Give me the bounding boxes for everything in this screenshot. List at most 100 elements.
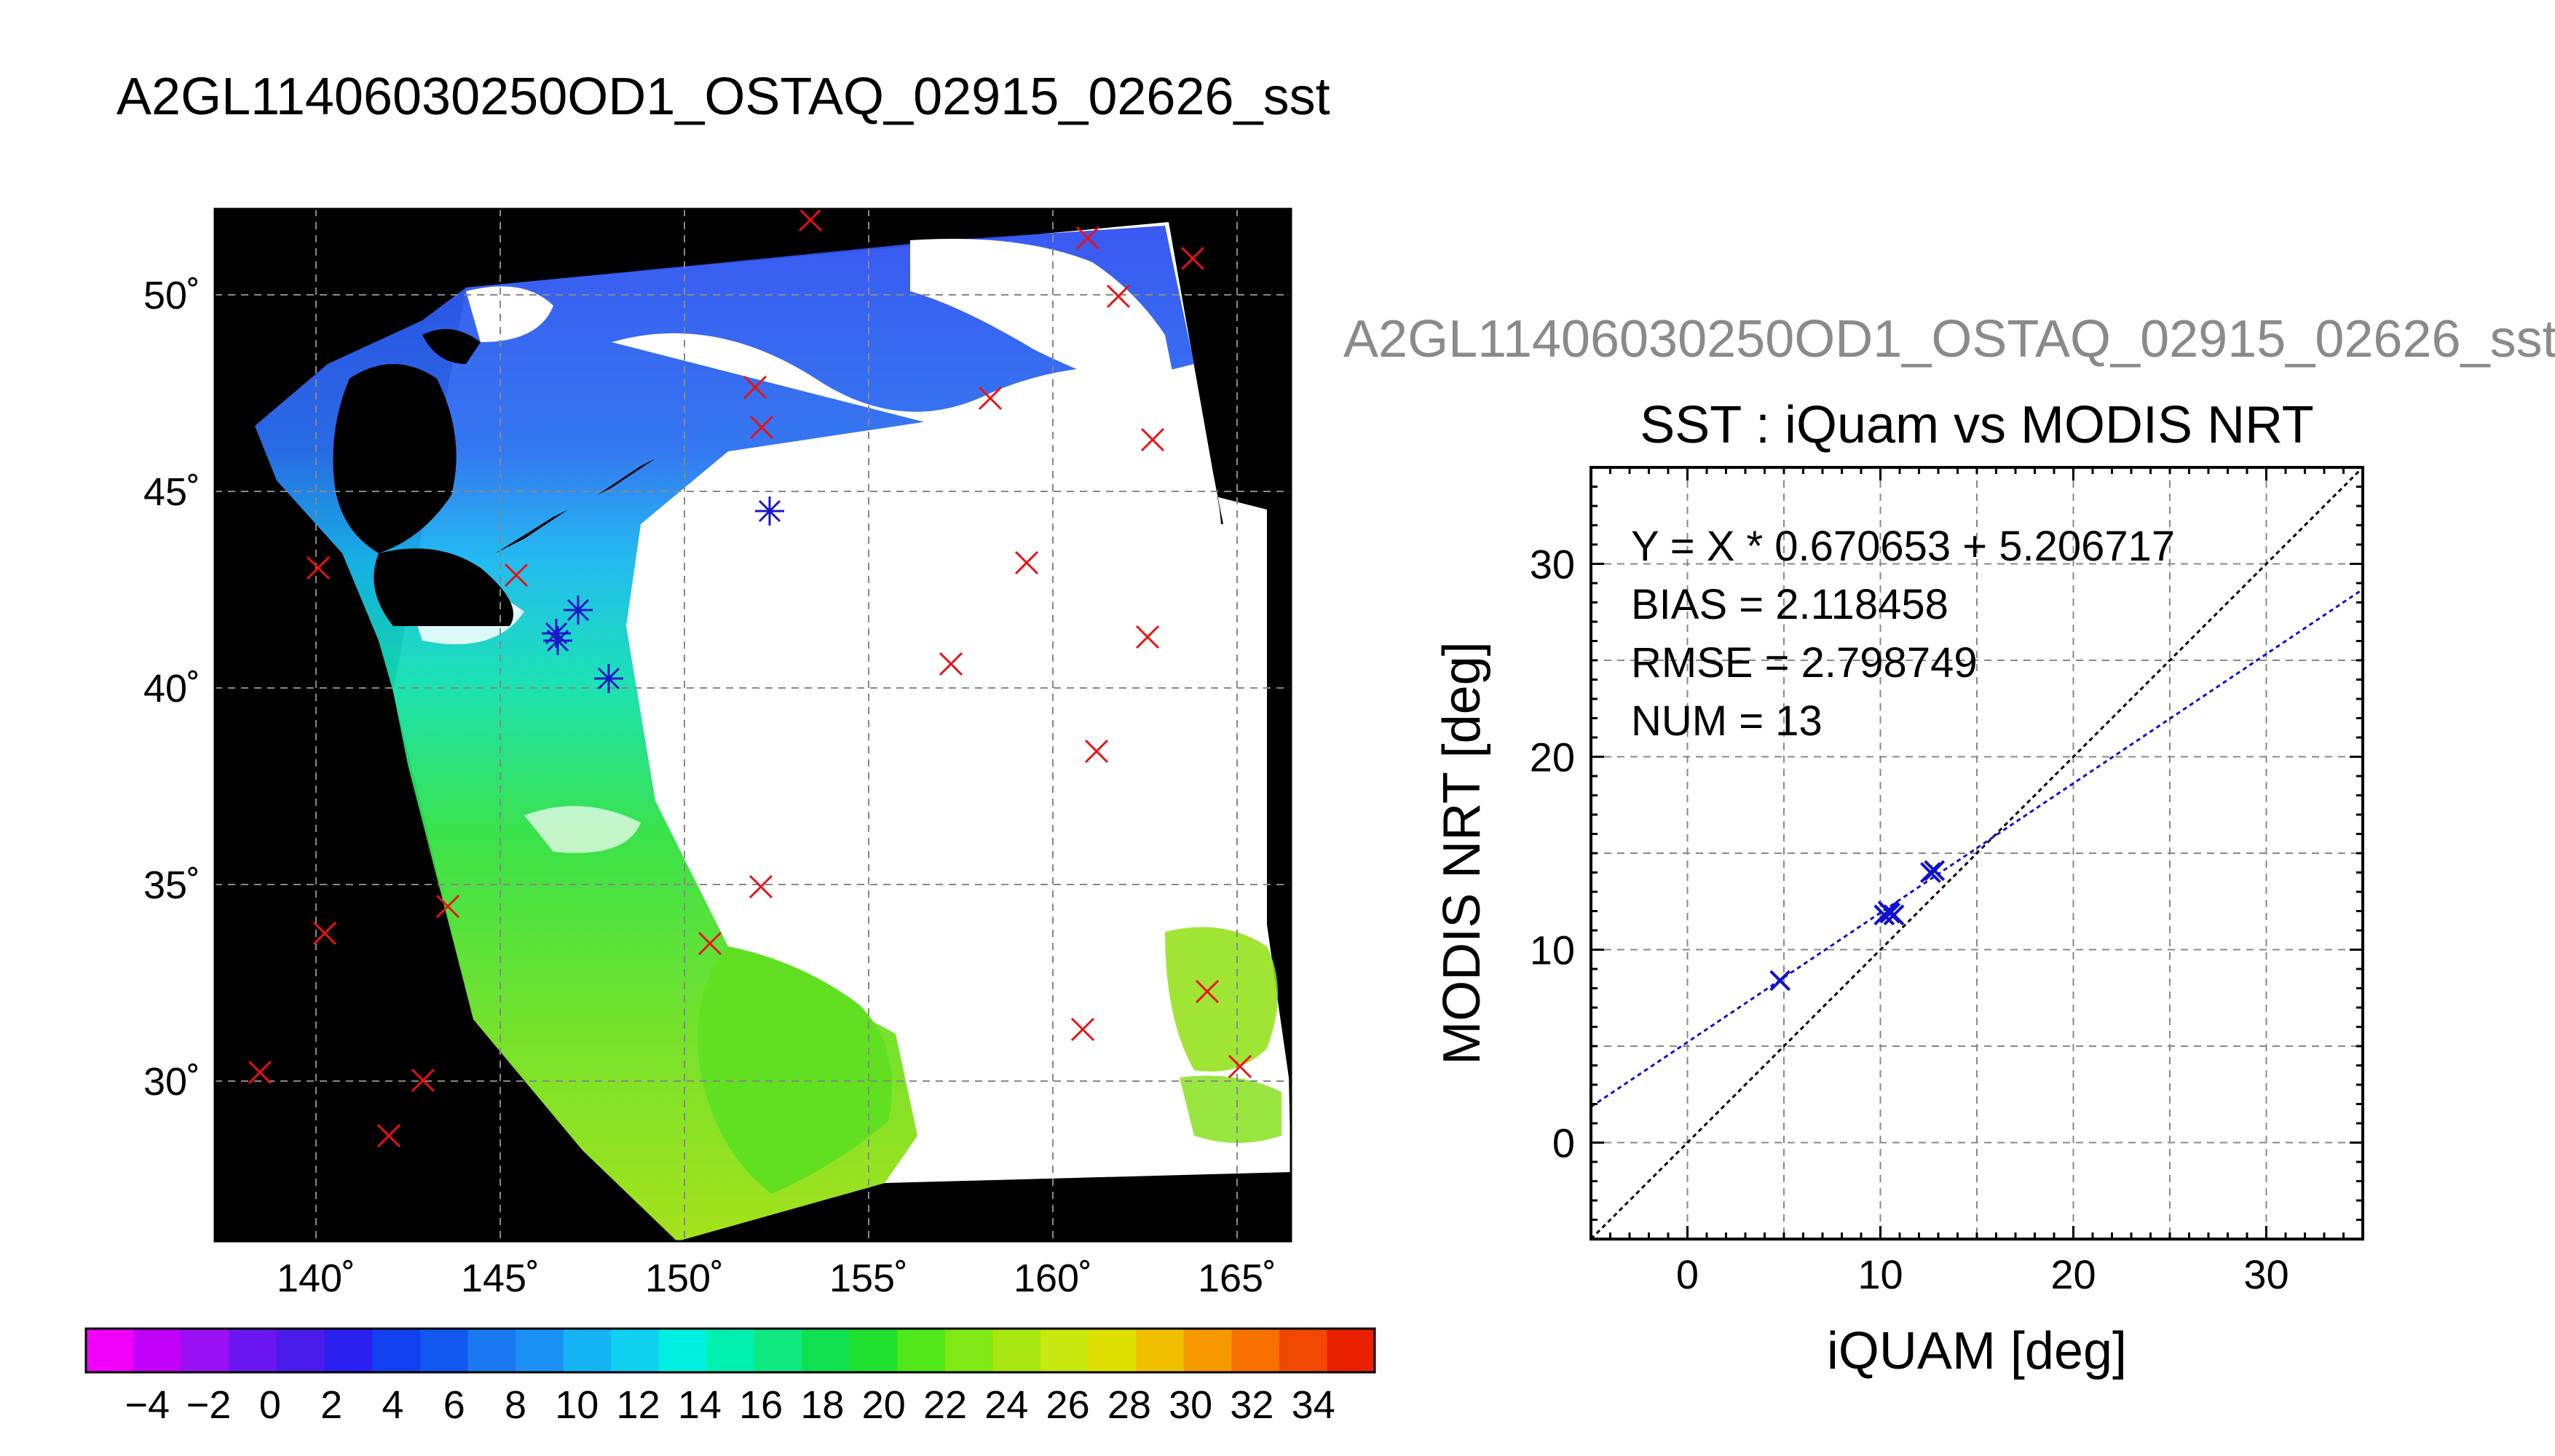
cloud-band-mid [874, 475, 1049, 524]
identity-line [1591, 467, 2363, 1239]
num-stat: NUM = 13 [1631, 697, 1823, 745]
colorbar-cell [1088, 1329, 1137, 1372]
colorbar-border [84, 1327, 1376, 1374]
buoy-x-marker [411, 1068, 435, 1093]
buoy-x-marker [248, 1060, 272, 1085]
colorbar-cell [419, 1329, 468, 1372]
sst-patch-south [698, 946, 892, 1194]
colorbar-cell [516, 1329, 564, 1372]
colorbar [86, 1329, 1375, 1372]
buoy-x-marker [978, 386, 1003, 411]
buoy-x-marker [1106, 284, 1131, 309]
sst-patch-southeast [1165, 927, 1278, 1072]
buoy-asterisk-marker [594, 664, 623, 693]
buoy-x-marker [1140, 427, 1165, 452]
buoy-x-marker [749, 874, 773, 899]
y-tick-label: 10 [1530, 927, 1575, 973]
x-axis-label: iQUAM [deg] [1827, 1322, 2127, 1380]
cloud-band-east [910, 239, 1180, 408]
colorbar-cell [1040, 1329, 1089, 1372]
bias-stat: BIAS = 2.118458 [1631, 581, 1948, 628]
colorbar-cell [86, 1329, 135, 1372]
lat-tick-label: 50˚ [143, 274, 200, 317]
buoy-x-marker [1195, 979, 1220, 1004]
colorbar-labels: −4 −2 0 2 4 6 8 10 12 14 16 18 20 22 24 26 28 30 32 34 [125, 1383, 1335, 1427]
y-tick-label: 30 [1530, 542, 1575, 587]
land-honshu [374, 548, 513, 626]
colorbar-label: 8 [505, 1383, 526, 1427]
x-tick-label: 30 [2243, 1251, 2289, 1297]
scatter-tick-labels: 0 10 20 30 0 10 20 30 [1530, 542, 2289, 1298]
colorbar-cell [802, 1329, 850, 1372]
lat-tick-label: 45˚ [143, 470, 200, 514]
y-tick-label: 0 [1552, 1120, 1575, 1166]
y-axis-label: MODIS NRT [deg] [1433, 641, 1491, 1065]
buoy-x-marker [749, 415, 774, 440]
colorbar-cell [658, 1329, 707, 1372]
figure-title: A2GL11406030250OD1_OSTAQ_02915_02626_sst [117, 68, 1330, 126]
colorbar-cell [992, 1329, 1041, 1372]
buoy-x-marker [1075, 226, 1100, 250]
lat-tick-label: 35˚ [143, 863, 200, 907]
buoy-x-marker [1135, 625, 1160, 649]
land-hokkaido [333, 364, 457, 553]
lon-tick-label: 145˚ [461, 1257, 540, 1300]
colorbar-cell [706, 1329, 755, 1372]
colorbar-cell [181, 1329, 230, 1372]
colorbar-label: 32 [1230, 1383, 1273, 1427]
colorbar-cell [1231, 1329, 1280, 1372]
colorbar-cell [897, 1329, 946, 1372]
colorbar-cell [467, 1329, 516, 1372]
matched-buoy-markers [542, 496, 784, 693]
colorbar-cell [1327, 1329, 1375, 1372]
colorbar-label: 14 [678, 1383, 722, 1427]
x-tick-label: 0 [1676, 1251, 1699, 1297]
rmse-stat: RMSE = 2.798749 [1631, 639, 1978, 687]
cloud-patch-north [466, 286, 553, 342]
cloud-mass-north [612, 333, 1267, 1092]
colorbar-label: 16 [739, 1383, 783, 1427]
buoy-x-marker [435, 894, 460, 919]
colorbar-label: −2 [186, 1383, 232, 1427]
colorbar-label: 4 [382, 1383, 403, 1427]
colorbar-label: 20 [862, 1383, 906, 1427]
colorbar-label: 34 [1292, 1383, 1335, 1427]
data-point [1883, 904, 1905, 926]
land-sakhalin-patch [422, 329, 481, 364]
colorbar-label: 6 [443, 1383, 465, 1427]
lon-tick-label: 160˚ [1014, 1257, 1092, 1300]
buoy-asterisk-marker [755, 496, 784, 526]
map-border [213, 207, 1292, 1243]
colorbar-label: 26 [1046, 1383, 1090, 1427]
colorbar-cell [1136, 1329, 1185, 1372]
data-point [1769, 970, 1791, 992]
colorbar-cell [372, 1329, 421, 1372]
x-tick-label: 10 [1857, 1251, 1903, 1297]
cloud-band-southwest [524, 806, 641, 853]
lat-tick-label: 30˚ [143, 1060, 200, 1104]
colorbar-cell [563, 1329, 612, 1372]
y-tick-label: 20 [1530, 735, 1575, 780]
lon-tick-label: 140˚ [277, 1257, 355, 1300]
colorbar-label: 30 [1169, 1383, 1212, 1427]
lon-tick-label: 165˚ [1198, 1257, 1276, 1300]
lon-tick-label: 150˚ [645, 1257, 724, 1300]
scatter-title: SST : iQuam vs MODIS NRT [1640, 396, 2314, 454]
scatter-ticks [1590, 466, 2364, 1241]
colorbar-label: 18 [800, 1383, 844, 1427]
colorbar-label: 10 [555, 1383, 599, 1427]
colorbar-cell [1183, 1329, 1232, 1372]
fit-equation: Y = X * 0.670653 + 5.206717 [1631, 523, 2175, 570]
map-gridlines [215, 209, 1291, 1241]
colorbar-cell [611, 1329, 660, 1372]
colorbar-label: 12 [617, 1383, 660, 1427]
buoy-x-marker [376, 1123, 401, 1148]
buoy-x-marker [1228, 1054, 1252, 1079]
swath-sst-region [255, 226, 1194, 1241]
regression-line [1591, 588, 2363, 1108]
colorbar-cell [277, 1329, 325, 1372]
colorbar-label: −4 [125, 1383, 170, 1427]
buoy-x-marker [504, 563, 529, 587]
lat-tick-label: 40˚ [143, 667, 200, 711]
colorbar-cell [945, 1329, 994, 1372]
